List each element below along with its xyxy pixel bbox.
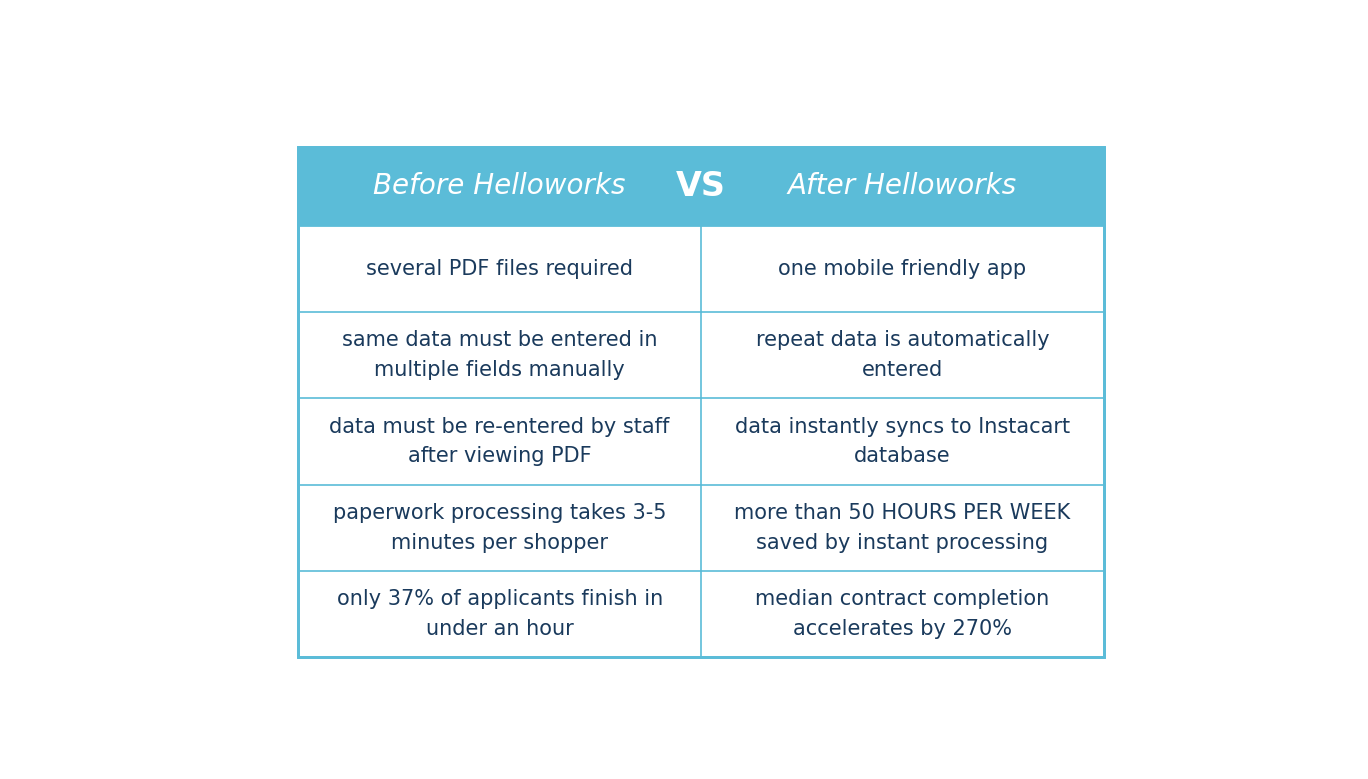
Text: VS: VS <box>676 170 726 203</box>
Text: several PDF files required: several PDF files required <box>367 259 633 279</box>
Text: median contract completion
accelerates by 270%: median contract completion accelerates b… <box>755 590 1049 639</box>
Text: data must be re-entered by staff
after viewing PDF: data must be re-entered by staff after v… <box>330 417 670 466</box>
Text: only 37% of applicants finish in
under an hour: only 37% of applicants finish in under a… <box>337 590 662 639</box>
Text: same data must be entered in
multiple fields manually: same data must be entered in multiple fi… <box>342 330 658 380</box>
Text: paperwork processing takes 3-5
minutes per shopper: paperwork processing takes 3-5 minutes p… <box>332 503 666 552</box>
Text: After Helloworks: After Helloworks <box>788 172 1018 200</box>
Bar <box>298 147 1104 657</box>
Text: one mobile friendly app: one mobile friendly app <box>778 259 1026 279</box>
Text: more than 50 HOURS PER WEEK
saved by instant processing: more than 50 HOURS PER WEEK saved by ins… <box>735 503 1071 552</box>
Text: Before Helloworks: Before Helloworks <box>373 172 627 200</box>
Bar <box>298 147 1104 225</box>
Text: data instantly syncs to Instacart
database: data instantly syncs to Instacart databa… <box>735 417 1070 466</box>
Bar <box>298 147 1104 657</box>
Text: repeat data is automatically
entered: repeat data is automatically entered <box>755 330 1049 380</box>
